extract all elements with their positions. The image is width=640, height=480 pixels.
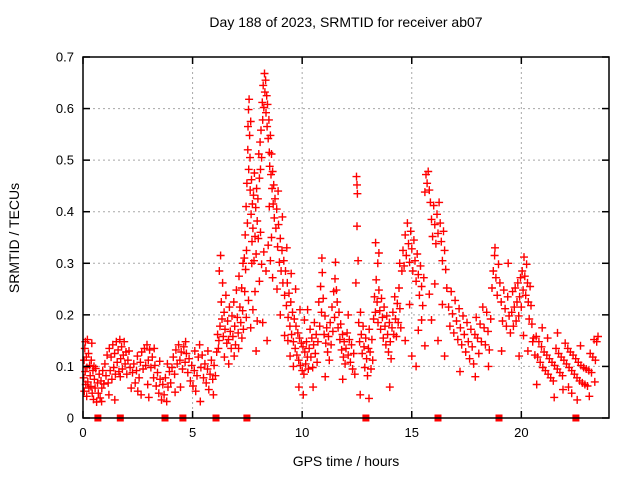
x-tick-labels: 0 5 10 15 20 (79, 425, 528, 440)
y-tick-label: 0.1 (56, 359, 74, 374)
chart-title: Day 188 of 2023, SRMTID for receiver ab0… (209, 14, 483, 30)
y-tick-label: 0.4 (56, 204, 74, 219)
y-tick-label: 0.7 (56, 50, 74, 65)
y-tick-label: 0 (67, 411, 74, 426)
x-tick-label: 0 (79, 425, 86, 440)
x-tick-label: 20 (514, 425, 528, 440)
x-tick-label: 5 (189, 425, 196, 440)
x-tick-label: 10 (295, 425, 309, 440)
y-tick-label: 0.2 (56, 307, 74, 322)
x-axis-label: GPS time / hours (292, 453, 400, 469)
y-tick-label: 0.3 (56, 256, 74, 271)
scatter-points (79, 69, 602, 406)
x-tick-label: 15 (405, 425, 419, 440)
y-tick-labels: 0 0.1 0.2 0.3 0.4 0.5 0.6 0.7 (56, 50, 74, 426)
y-tick-label: 0.5 (56, 153, 74, 168)
srmtid-markers (79, 69, 602, 406)
y-tick-label: 0.6 (56, 101, 74, 116)
axis-ticks (82, 56, 609, 419)
plot-border (82, 56, 610, 419)
